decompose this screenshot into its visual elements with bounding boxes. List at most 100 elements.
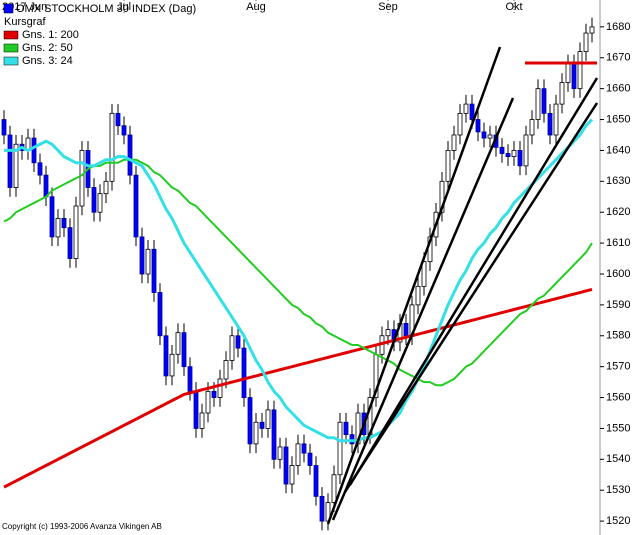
legend-subtitle: Kursgraf xyxy=(4,16,47,28)
x-tick-label: Okt xyxy=(505,1,522,13)
trend-line xyxy=(343,102,599,493)
legend-label: Gns. 3: 24 xyxy=(22,55,73,67)
y-tick-label: 1570 xyxy=(606,361,630,373)
y-tick-label: 1580 xyxy=(606,330,630,342)
candle-body xyxy=(49,196,55,238)
moving-average-line xyxy=(3,158,593,387)
trend-line xyxy=(348,77,599,486)
candle-body xyxy=(133,174,139,238)
candle-body xyxy=(415,285,421,306)
candle-body xyxy=(385,329,391,337)
candle-body xyxy=(175,332,181,355)
candle-body xyxy=(121,125,127,136)
candle-body xyxy=(145,248,151,275)
candle-body xyxy=(115,112,121,127)
candle-body xyxy=(541,88,547,114)
candle-body xyxy=(97,193,103,213)
candle-body xyxy=(211,390,217,398)
y-tick-label: 1590 xyxy=(606,299,630,311)
candle-body xyxy=(529,119,535,136)
candle-body xyxy=(7,134,13,188)
candle-body xyxy=(67,227,73,259)
candle-body xyxy=(193,390,199,429)
candle-body xyxy=(289,465,295,485)
candle-body xyxy=(253,421,259,445)
moving-average-line xyxy=(4,118,594,443)
candle-body xyxy=(277,446,283,460)
candle-body xyxy=(451,134,457,151)
candle-body xyxy=(91,187,97,213)
candle-body xyxy=(307,452,313,466)
candle-body xyxy=(577,51,583,90)
y-tick-label: 1640 xyxy=(606,144,630,156)
candle-body xyxy=(505,153,511,158)
candle-body xyxy=(13,143,19,188)
candle-body xyxy=(55,217,61,238)
y-tick-label: 1520 xyxy=(606,515,630,527)
user-drawings xyxy=(326,46,599,525)
legend-label: Gns. 2: 50 xyxy=(22,42,73,54)
y-tick-label: 1550 xyxy=(606,422,630,434)
candle-body xyxy=(61,217,67,229)
candle-body xyxy=(457,112,463,136)
candle-body xyxy=(523,134,529,167)
candle-body xyxy=(445,150,451,182)
candle-body xyxy=(337,421,343,476)
candle-body xyxy=(349,434,355,445)
candle-body xyxy=(217,378,223,398)
candle-body xyxy=(259,421,265,429)
y-tick-label: 1650 xyxy=(606,113,630,125)
candle-body xyxy=(487,134,493,139)
y-tick-label: 1630 xyxy=(606,175,630,187)
candle-body xyxy=(589,26,595,34)
y-tick-label: 1600 xyxy=(606,268,630,280)
candle-body xyxy=(127,134,133,176)
candle-body xyxy=(331,474,337,503)
y-tick-label: 1660 xyxy=(606,83,630,95)
y-tick-label: 1620 xyxy=(606,206,630,218)
candle-body xyxy=(565,63,571,83)
candle-body xyxy=(469,103,475,120)
candle-body xyxy=(1,119,7,136)
candle-body xyxy=(481,131,487,139)
candle-body xyxy=(517,150,523,167)
candle-body xyxy=(571,63,577,90)
candle-body xyxy=(535,88,541,120)
y-tick-label: 1540 xyxy=(606,453,630,465)
candle-body xyxy=(283,446,289,485)
candle-body xyxy=(271,409,277,460)
candle-body xyxy=(187,366,193,392)
candle-body xyxy=(319,495,325,522)
candle-body xyxy=(73,205,79,259)
x-tick-label: Aug xyxy=(246,1,266,13)
legend-swatch xyxy=(3,3,14,14)
candle-body xyxy=(499,146,505,154)
candle-body xyxy=(223,360,229,380)
legend-swatch xyxy=(3,56,19,66)
candle-body xyxy=(37,162,43,176)
legend: OMX STOCKHOLM 30 INDEX (Dag) Kursgraf Gn… xyxy=(3,3,196,67)
candle-body xyxy=(439,180,445,213)
candle-body xyxy=(79,150,85,207)
candle-body xyxy=(205,390,211,414)
candle-body xyxy=(109,112,115,182)
candle-body xyxy=(463,103,469,114)
y-tick-label: 1530 xyxy=(606,484,630,496)
candle-body xyxy=(547,112,553,136)
candle-body xyxy=(235,335,241,349)
legend-label: Gns. 1: 200 xyxy=(22,29,79,41)
candle-body xyxy=(43,174,49,198)
candle-body xyxy=(151,248,157,293)
y-tick-label: 1610 xyxy=(606,237,630,249)
candle-body xyxy=(421,261,427,287)
copyright: Copyright (c) 1993-2006 Avanza Vikingen … xyxy=(2,522,162,531)
candle-body xyxy=(583,32,589,52)
candle-body xyxy=(157,292,163,337)
candle-body xyxy=(199,412,205,429)
y-tick-label: 1670 xyxy=(606,52,630,64)
candle-body xyxy=(31,137,37,164)
candle-body xyxy=(313,465,319,497)
candle-body xyxy=(343,421,349,436)
